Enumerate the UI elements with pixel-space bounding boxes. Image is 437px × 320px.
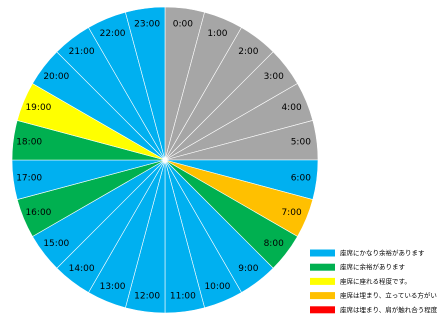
slice-label: 0:00 <box>173 20 193 30</box>
slice-label: 19:00 <box>25 103 51 113</box>
slice-label: 23:00 <box>134 20 160 30</box>
legend-label: 座席にかなり余裕があります <box>340 248 425 257</box>
slice-label: 18:00 <box>16 138 42 148</box>
slice-label: 17:00 <box>16 173 42 183</box>
legend-swatch <box>310 306 335 314</box>
slice-label: 4:00 <box>281 103 301 113</box>
slice-label: 13:00 <box>100 282 126 292</box>
slice-label: 2:00 <box>238 47 258 57</box>
slice-label: 22:00 <box>100 29 126 39</box>
slice-label: 10:00 <box>204 282 230 292</box>
slice-label: 21:00 <box>69 47 95 57</box>
slice-label: 9:00 <box>238 264 258 274</box>
slice-label: 11:00 <box>170 291 196 301</box>
slice-label: 16:00 <box>25 208 51 218</box>
slice-label: 8:00 <box>264 239 284 249</box>
slice-label: 1:00 <box>207 29 227 39</box>
legend-label: 座席に座れる程度です。 <box>340 276 411 285</box>
slice-label: 6:00 <box>291 173 311 183</box>
slice-label: 5:00 <box>291 138 311 148</box>
legend-swatch <box>310 292 335 300</box>
slice-label: 3:00 <box>264 72 284 82</box>
legend-label: 座席は埋まり、立っている方がいます <box>340 291 437 300</box>
slice-label: 15:00 <box>43 239 69 249</box>
slice-label: 7:00 <box>281 208 301 218</box>
legend-label: 座席に余裕があります <box>340 262 406 271</box>
slice-label: 14:00 <box>69 264 95 274</box>
legend-swatch <box>310 277 335 285</box>
slice-label: 12:00 <box>134 291 160 301</box>
slice-label: 20:00 <box>43 72 69 82</box>
pie-slice <box>125 6 166 161</box>
legend-swatch <box>310 263 335 271</box>
legend-label: 座席は埋まり、肩が触れ合う程度です <box>340 305 437 314</box>
legend-swatch <box>310 249 335 257</box>
